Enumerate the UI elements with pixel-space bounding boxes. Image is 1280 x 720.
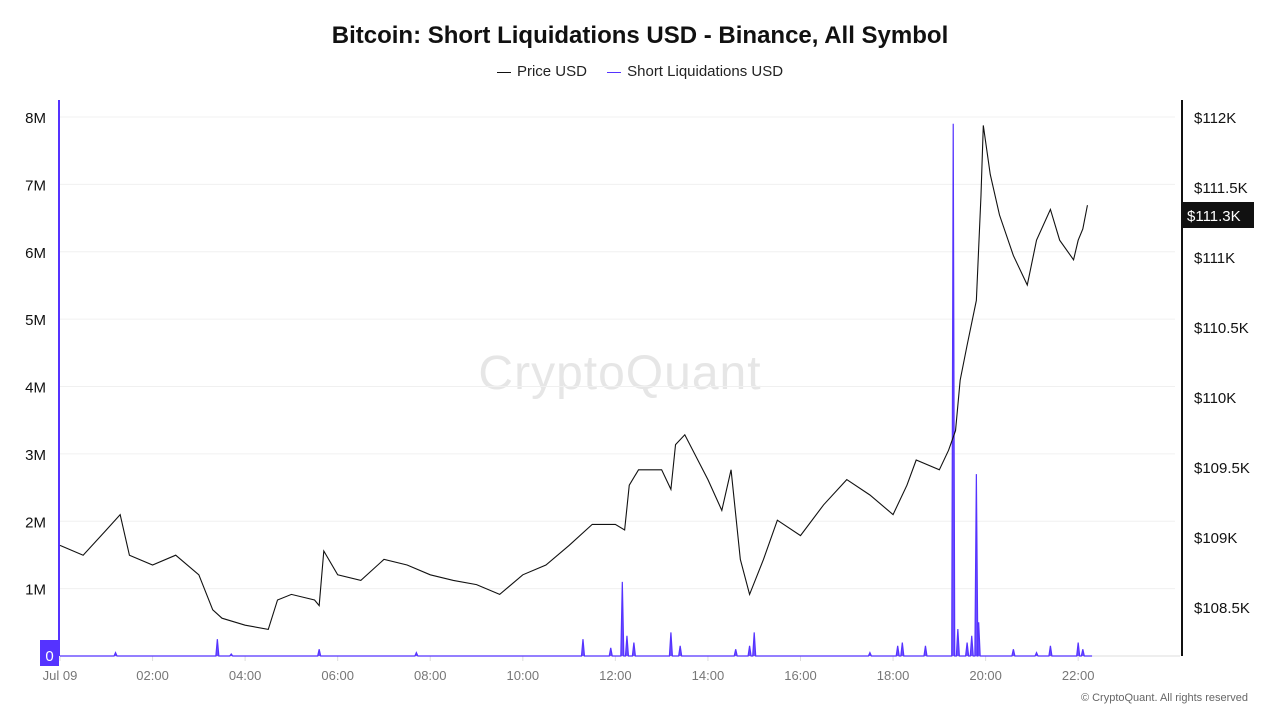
right-tick-label: $112K (1194, 110, 1236, 127)
right-tick-label: $109.5K (1194, 460, 1250, 477)
legend-swatch-price (496, 71, 511, 73)
x-tick-label: 12:00 (599, 668, 632, 683)
right-tick-label: $109K (1194, 530, 1237, 547)
liquidation-series (60, 123, 1093, 657)
left-tick-label: 2M (25, 514, 46, 531)
left-tick-label: 7M (25, 177, 46, 194)
x-tick-label: 22:00 (1062, 668, 1095, 683)
x-tick-label: 02:00 (136, 668, 169, 683)
current-price-label: $111.3K (1187, 208, 1241, 225)
copyright: © CryptoQuant. All rights reserved (1080, 692, 1248, 704)
left-tick-label-zero: 0 (45, 648, 53, 665)
left-zero-badge (40, 640, 59, 666)
x-tick-label: 06:00 (321, 668, 354, 683)
current-price-badge (1183, 202, 1254, 228)
legend-item-price[interactable]: Price USD (496, 63, 587, 80)
right-tick-label: $108.5K (1194, 600, 1250, 617)
x-tick-label: 18:00 (877, 668, 910, 683)
chart-title: Bitcoin: Short Liquidations USD - Binanc… (331, 22, 949, 49)
right-tick-label: $110K (1194, 390, 1236, 407)
left-tick-label: 3M (25, 447, 46, 464)
x-tick-label: 16:00 (784, 668, 817, 683)
right-tick-label: $110.5K (1194, 320, 1249, 337)
x-tick-label: 10:00 (507, 668, 540, 683)
left-tick-label: 4M (25, 380, 46, 397)
price-series (59, 125, 1088, 631)
x-tick-label: 20:00 (969, 668, 1002, 683)
legend-label-liquidations: Short Liquidations USD (627, 63, 784, 80)
x-tick-label: 08:00 (414, 668, 447, 683)
x-tick-label: 04:00 (229, 668, 262, 683)
left-tick-label: 8M (25, 110, 46, 127)
legend-item-liquidations[interactable]: Short Liquidations USD (607, 63, 783, 80)
watermark: CryptoQuant (478, 347, 762, 400)
right-tick-label: $111.5K (1194, 180, 1248, 197)
left-tick-label: 5M (25, 312, 46, 329)
left-tick-label: 6M (25, 245, 46, 262)
x-tick-label: 14:00 (692, 668, 725, 683)
legend: Price USD Short Liquidations USD (0, 63, 1280, 80)
legend-label-price: Price USD (516, 63, 587, 80)
x-tick-label: Jul 09 (43, 668, 78, 683)
legend-swatch-liquidations (607, 71, 622, 73)
left-tick-label: 1M (25, 582, 46, 599)
right-tick-label: $111K (1194, 250, 1235, 267)
